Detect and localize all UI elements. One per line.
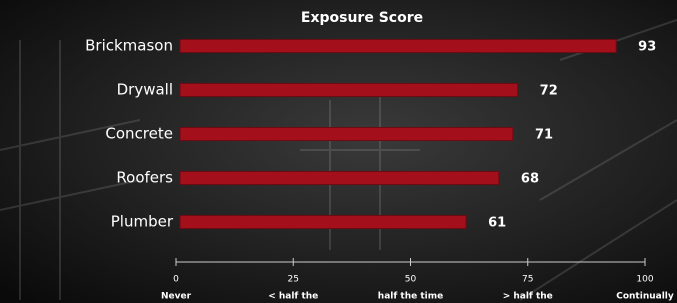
x-tick-label: 100	[636, 275, 653, 285]
value-label: 68	[521, 172, 539, 187]
x-tick-description: half the time	[378, 292, 443, 302]
bar	[180, 84, 518, 97]
category-label: Plumber	[111, 213, 174, 231]
bar	[180, 172, 499, 185]
category-label: Roofers	[116, 169, 173, 187]
x-tick-description: Continually	[616, 292, 674, 302]
x-tick-description: < half the	[268, 292, 318, 302]
category-label: Concrete	[105, 125, 173, 143]
chart-title: Exposure Score	[301, 10, 423, 26]
x-tick-label: 0	[173, 275, 179, 285]
x-tick-label: 50	[405, 275, 417, 285]
bar	[180, 128, 513, 141]
value-label: 72	[540, 84, 558, 99]
chart: Exposure Score 0 Never 25 < half the 50 half …	[0, 0, 677, 303]
x-tick-label: 75	[522, 275, 533, 285]
category-label: Brickmason	[85, 37, 173, 55]
bar	[180, 216, 466, 229]
x-tick-description: > half the	[503, 292, 553, 302]
category-label: Drywall	[117, 81, 173, 99]
x-tick-description: Never	[161, 292, 192, 302]
value-label: 93	[638, 40, 656, 55]
x-tick-label: 25	[288, 275, 299, 285]
bar	[180, 40, 616, 53]
value-label: 71	[535, 128, 553, 143]
value-label: 61	[488, 216, 506, 231]
